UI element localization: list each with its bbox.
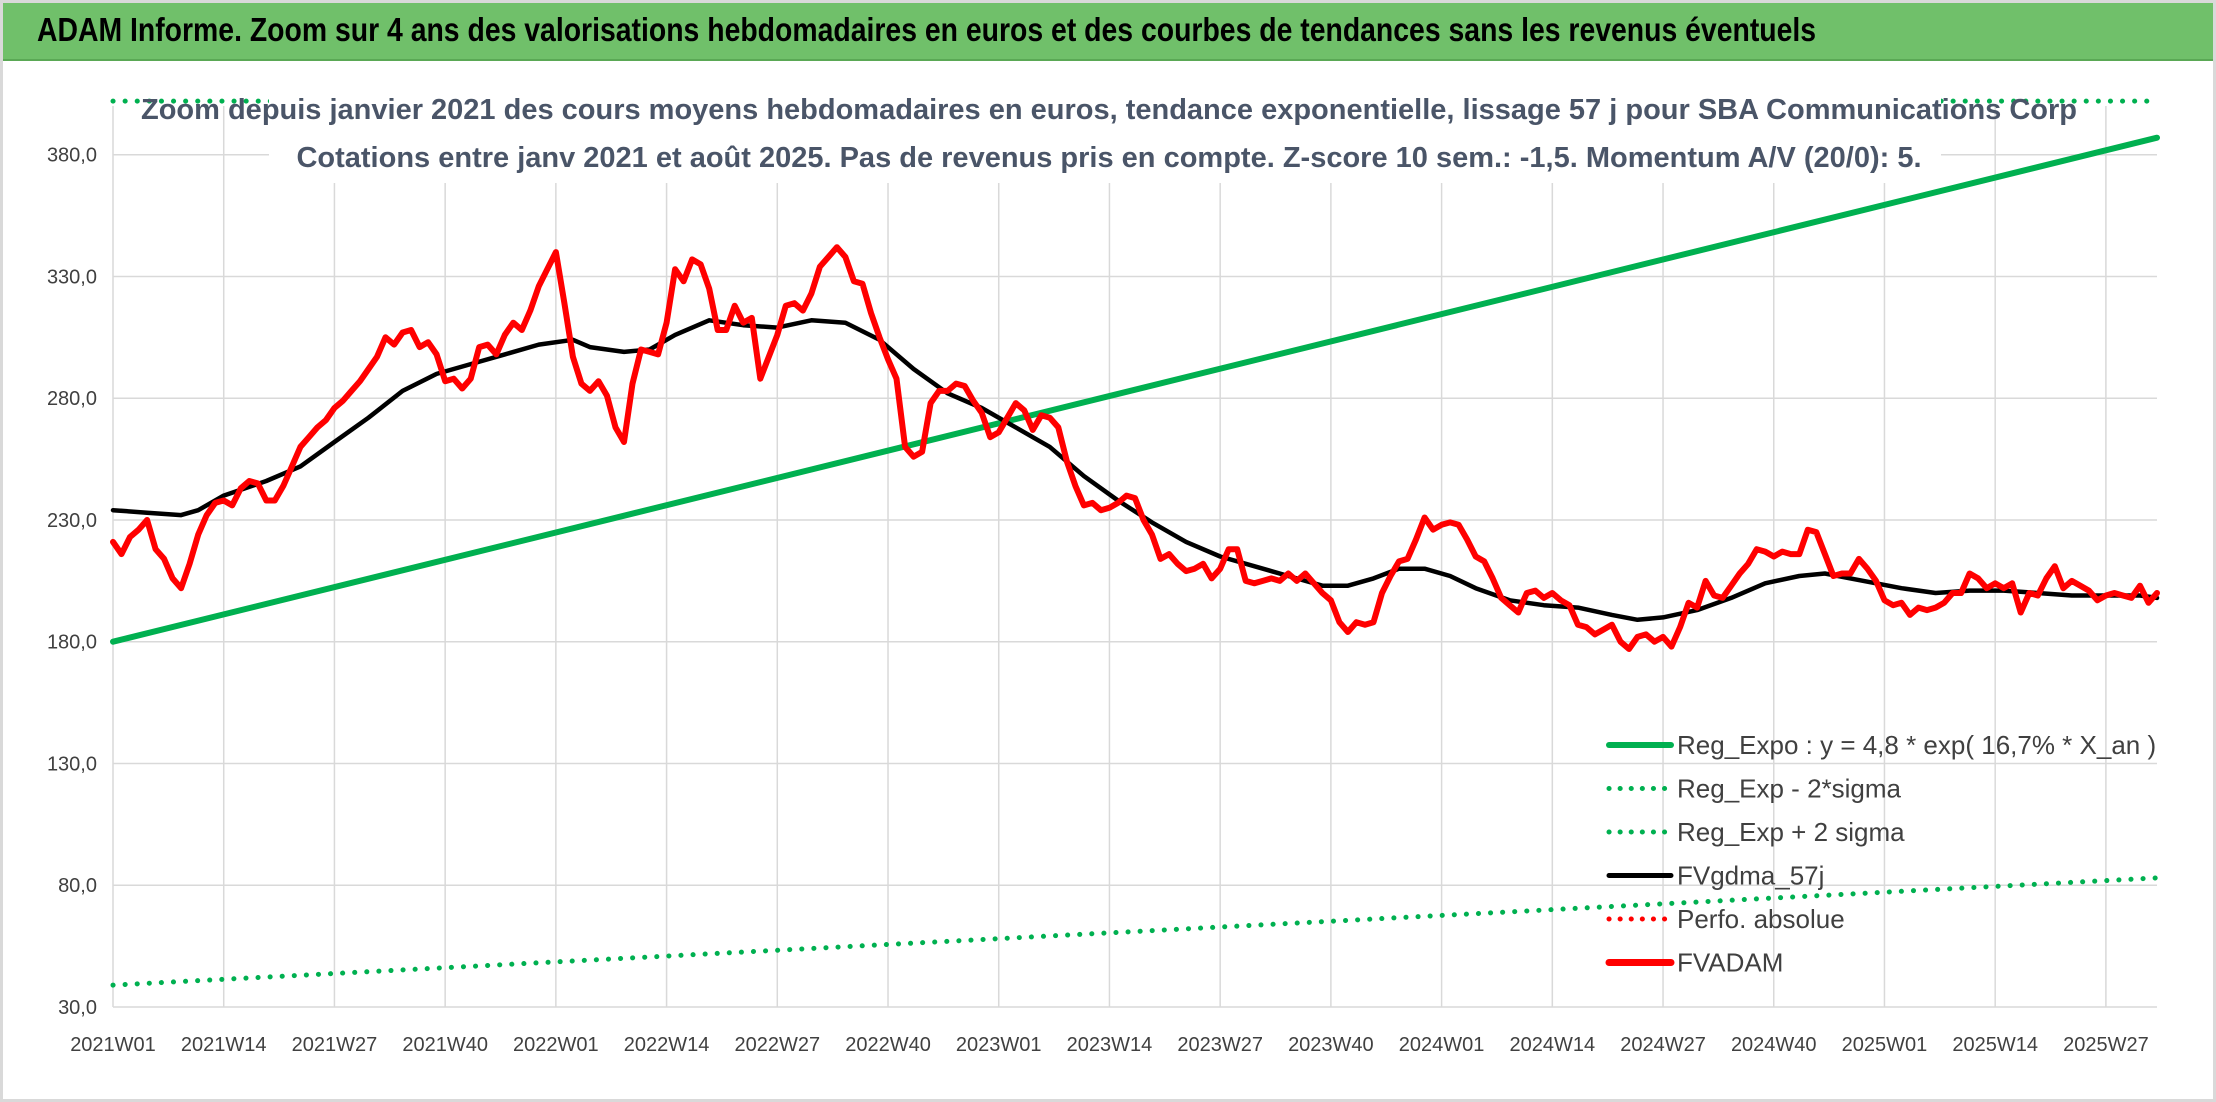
legend-entry: Perfo. absolue [1677,904,1845,934]
series-fvadam [110,244,2160,652]
x-tick-label: 2025W14 [1952,1034,2038,1056]
y-tick-label: 380,0 [47,145,97,167]
x-tick-label: 2022W01 [513,1034,599,1056]
y-tick-label: 130,0 [47,753,97,775]
chart-title: Zoom depuis janvier 2021 des cours moyen… [141,94,2077,126]
x-tick-label: 2024W27 [1620,1034,1706,1056]
x-tick-label: 2021W01 [70,1034,156,1056]
y-tick-label: 180,0 [47,632,97,654]
gridlines [112,106,2157,1008]
chart-subtitle: Cotations entre janv 2021 et août 2025. … [296,142,1921,174]
x-tick-label: 2023W14 [1067,1034,1153,1056]
legend: Reg_Expo : y = 4,8 * exp( 16,7% * X_an )… [1605,730,2156,978]
y-tick-label: 80,0 [58,875,97,897]
x-tick-label: 2022W27 [734,1034,820,1056]
x-tick-label: 2023W27 [1177,1034,1263,1056]
x-axis-tick-labels: 2021W01 2021W14 2021W27 2021W40 2022W01 2022W… [70,1034,2149,1056]
x-tick-label: 2022W14 [624,1034,710,1056]
y-tick-label: 280,0 [47,388,97,410]
chart-svg: Zoom depuis janvier 2021 des cours moyen… [47,85,2160,1056]
x-tick-label: 2021W40 [402,1034,488,1056]
series-fvgdma-57j [110,318,2160,623]
x-tick-label: 2025W27 [2063,1034,2149,1056]
banner-title: ADAM Informe. Zoom sur 4 ans des valoris… [37,11,1817,48]
x-tick-label: 2024W40 [1731,1034,1817,1056]
legend-entry: Reg_Expo : y = 4,8 * exp( 16,7% * X_an ) [1677,730,2156,760]
legend-entry: FVgdma_57j [1677,861,1824,891]
y-axis-tick-labels: 30,0 80,0 130,0 180,0 230,0 280,0 330,0 380,0 [47,145,97,1019]
x-tick-label: 2024W01 [1399,1034,1485,1056]
legend-entry: Reg_Exp - 2*sigma [1677,774,1902,804]
x-tick-label: 2024W14 [1510,1034,1596,1056]
x-tick-label: 2022W40 [845,1034,931,1056]
x-tick-label: 2025W01 [1842,1034,1928,1056]
series-lines [110,98,2160,988]
legend-entry: Reg_Exp + 2 sigma [1677,817,1905,847]
x-tick-label: 2023W40 [1288,1034,1374,1056]
y-tick-label: 330,0 [47,266,97,288]
header-banner: ADAM Informe. Zoom sur 4 ans des valoris… [3,3,2213,61]
y-tick-label: 30,0 [58,997,97,1019]
x-tick-label: 2021W14 [181,1034,267,1056]
series-reg-expo [110,134,2160,645]
subtitle-background [269,85,1941,183]
series-reg-exp-minus-2sigma [110,875,2160,988]
y-tick-label: 230,0 [47,510,97,532]
legend-entry: FVADAM [1677,948,1783,978]
x-tick-label: 2021W27 [292,1034,378,1056]
x-tick-label: 2023W01 [956,1034,1042,1056]
